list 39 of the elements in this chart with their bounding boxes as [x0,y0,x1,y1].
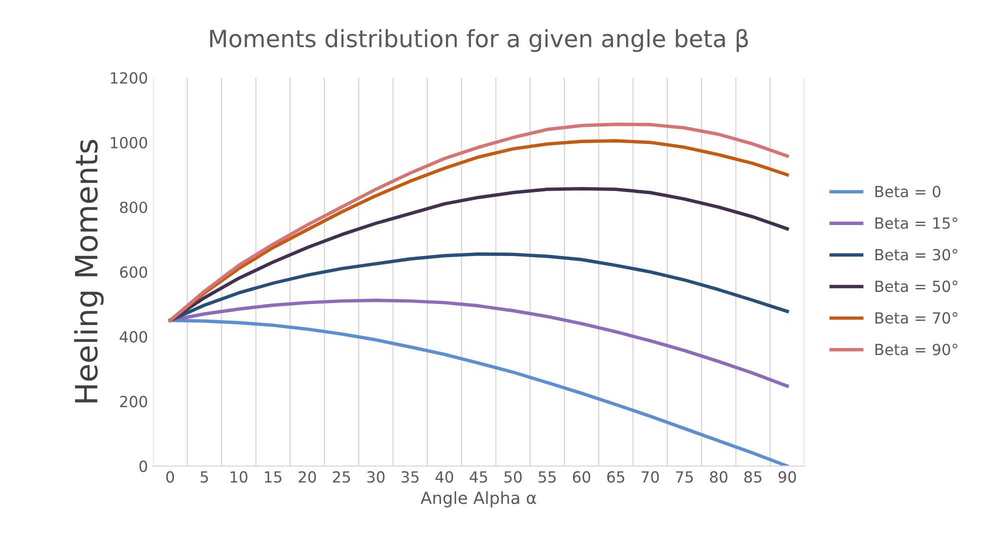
y-tick-label: 0 [139,460,148,472]
y-tick-label: 1200 [110,72,148,84]
y-tick-label: 600 [120,266,148,278]
x-tick-label: 65 [607,471,624,483]
y-tick-label: 400 [120,331,148,343]
line-series [168,318,789,466]
x-tick-label: 0 [166,471,174,483]
x-tick-label: 70 [642,471,659,483]
legend-label: Beta = 0 [875,186,940,198]
x-tick-label: 25 [332,471,350,483]
x-tick-label: 85 [744,471,762,483]
x-axis-title: Angle Alpha α [420,491,536,508]
x-tick-label: 75 [676,471,693,483]
x-tick-label: 15 [264,471,282,483]
legend-label: Beta = 50° [875,280,958,292]
x-tick-label: 45 [470,471,488,483]
x-tick-label: 5 [200,471,208,483]
x-tick-label: 20 [298,471,316,483]
y-tick-label: 1000 [110,136,148,148]
x-tick-label: 60 [572,471,590,483]
y-tick-label: 800 [120,202,148,214]
y-axis-title: Heeling Moments [74,140,104,402]
chart-title: Moments distribution for a given angle beta β [210,29,748,52]
x-tick-label: 30 [367,471,385,483]
y-tick-label: 200 [120,396,148,408]
x-tick-label: 40 [435,471,454,483]
legend-label: Beta = 70° [875,312,958,324]
legend-label: Beta = 90° [875,344,958,356]
x-tick-label: 50 [504,471,522,483]
legend-label: Beta = 15° [875,217,958,229]
legend-label: Beta = 30° [875,248,958,260]
x-tick-label: 80 [710,471,728,483]
x-tick-label: 90 [778,471,796,483]
x-tick-label: 35 [402,471,419,483]
x-tick-label: 10 [230,471,248,483]
line-series [168,187,789,322]
x-tick-label: 55 [538,471,556,483]
line-series [168,298,789,388]
line-series [168,252,789,322]
